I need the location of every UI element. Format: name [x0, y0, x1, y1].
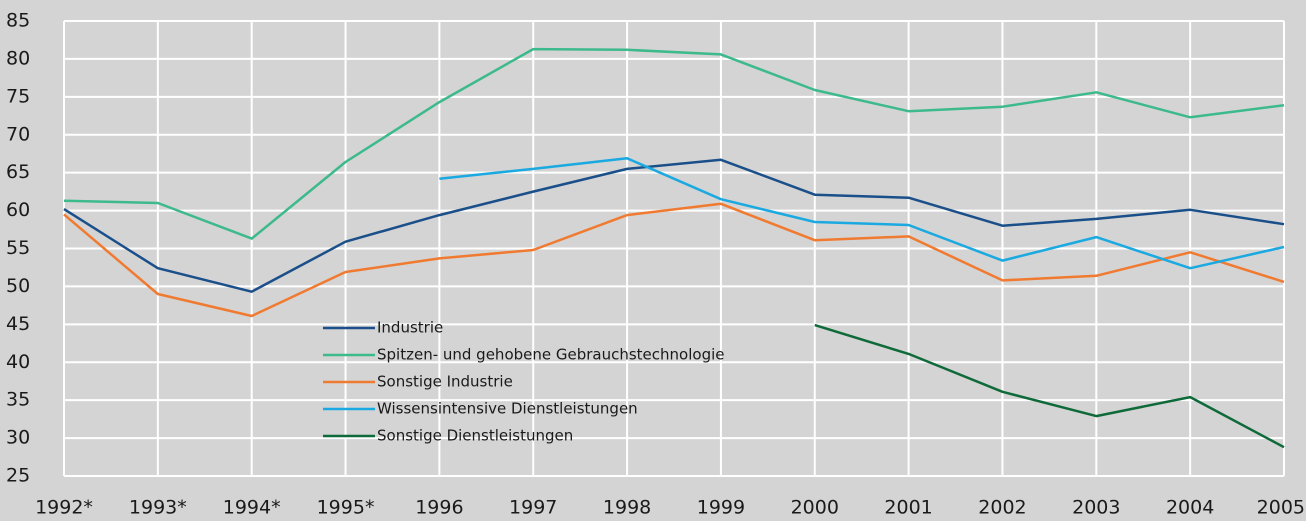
x-tick-label: 1994* [223, 497, 281, 519]
x-tick-label: 1999 [697, 497, 745, 519]
x-tick-label: 2000 [791, 497, 839, 519]
y-tick-label: 35 [6, 389, 30, 411]
line [439, 157, 1285, 270]
y-tick-label: 60 [6, 199, 30, 221]
legend-label: Sonstige Dienstleistungen [377, 427, 573, 445]
x-tick-label: 1997 [509, 497, 557, 519]
legend-label: Wissensintensive Dienstleistungen [377, 400, 638, 418]
y-tick-label: 85 [6, 10, 30, 32]
x-tick-label: 1992* [35, 497, 93, 519]
line [63, 158, 1285, 293]
y-tick-label: 80 [6, 47, 30, 69]
legend-label: Industrie [377, 319, 443, 337]
x-tick-label: 2004 [1166, 497, 1214, 519]
y-tick-label: 40 [6, 351, 30, 373]
x-tick-label: 1996 [415, 497, 463, 519]
y-tick-label: 50 [6, 275, 30, 297]
y-tick-label: 30 [6, 427, 30, 449]
x-tick-label: 2005 [1257, 497, 1305, 519]
y-tick-label: 55 [6, 237, 30, 259]
line [63, 202, 1285, 318]
line [814, 323, 1285, 449]
x-tick-label: 1998 [603, 497, 651, 519]
x-tick-label: 2003 [1072, 497, 1120, 519]
y-tick-label: 25 [6, 465, 30, 487]
line [63, 47, 1285, 240]
x-tick-label: 2001 [884, 497, 932, 519]
y-tick-label: 65 [6, 161, 30, 183]
y-tick-label: 70 [6, 123, 30, 145]
y-tick-label: 75 [6, 85, 30, 107]
legend-label: Sonstige Industrie [377, 373, 513, 391]
x-tick-label: 1995* [317, 497, 375, 519]
y-tick-label: 45 [6, 313, 30, 335]
legend-label: Spitzen- und gehobene Gebrauchstechnolog… [377, 346, 725, 364]
x-tick-label: 2002 [978, 497, 1026, 519]
x-tick-label: 1993* [129, 497, 187, 519]
